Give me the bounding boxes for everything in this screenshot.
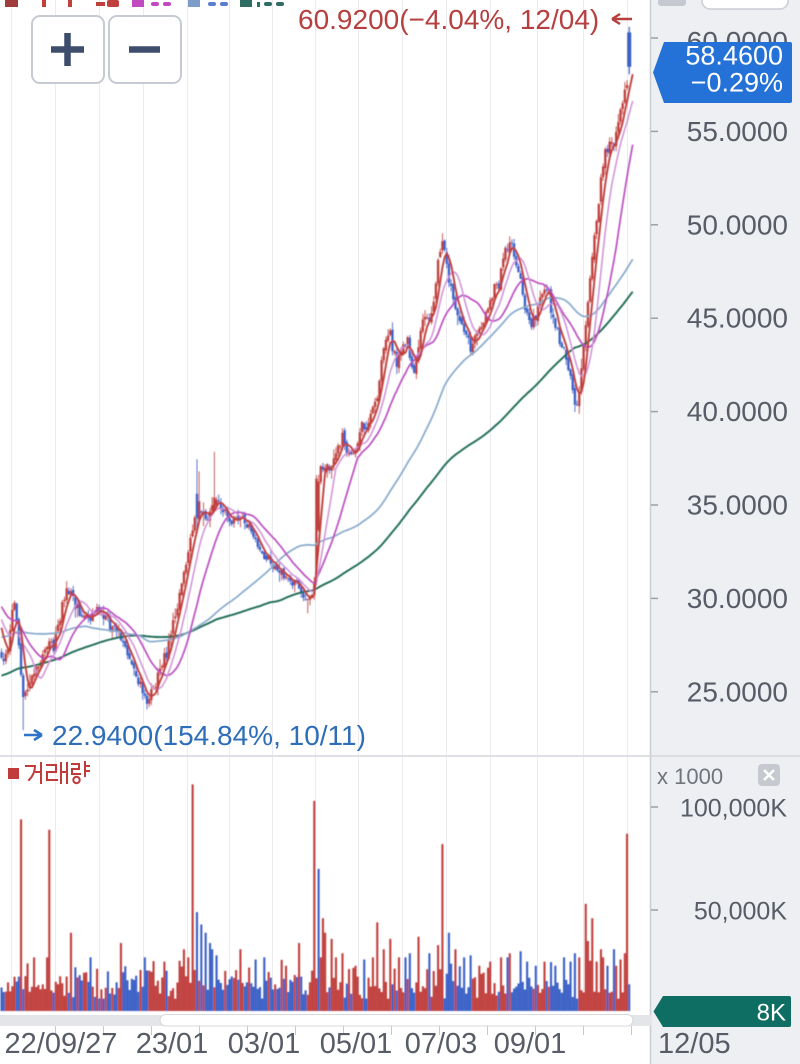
svg-text:8K: 8K [757, 1000, 786, 1027]
svg-text:45.0000: 45.0000 [687, 303, 788, 334]
svg-text:50.0000: 50.0000 [687, 209, 788, 240]
svg-text:55.0000: 55.0000 [687, 116, 788, 147]
svg-text:58.4600: 58.4600 [685, 41, 783, 71]
svg-text:09/01: 09/01 [494, 1028, 567, 1060]
svg-text:50,000K: 50,000K [694, 898, 787, 926]
svg-text:25.0000: 25.0000 [687, 676, 788, 707]
svg-text:30.0000: 30.0000 [687, 583, 788, 614]
svg-text:35.0000: 35.0000 [687, 490, 788, 521]
svg-text:22/09/27: 22/09/27 [5, 1028, 118, 1060]
svg-text:12/05: 12/05 [658, 1028, 731, 1060]
svg-text:100,000K: 100,000K [680, 795, 787, 823]
svg-text:07/03: 07/03 [405, 1028, 478, 1060]
svg-text:05/01: 05/01 [320, 1028, 393, 1060]
svg-text:03/01: 03/01 [228, 1028, 301, 1060]
svg-text:60.9200(−4.04%, 12/04): 60.9200(−4.04%, 12/04) [298, 4, 599, 35]
svg-text:40.0000: 40.0000 [687, 396, 788, 427]
svg-text:x 1000: x 1000 [657, 764, 723, 789]
svg-text:−0.29%: −0.29% [691, 68, 783, 98]
svg-text:22.9400(154.84%, 10/11): 22.9400(154.84%, 10/11) [52, 720, 366, 751]
svg-text:23/01: 23/01 [136, 1028, 209, 1060]
